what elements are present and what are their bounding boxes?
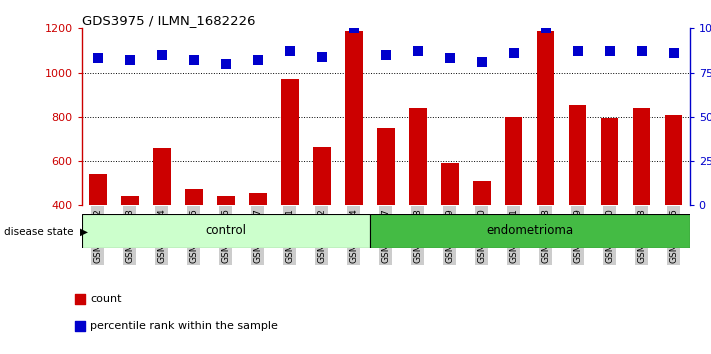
Point [380, 52, 391, 58]
Text: disease state  ▶: disease state ▶ [4, 227, 87, 237]
Point [540, 25, 552, 31]
Point [92, 56, 104, 61]
Bar [633, 108, 651, 294]
Point [284, 48, 296, 54]
Point [444, 56, 455, 61]
Bar [185, 189, 203, 294]
Point [476, 59, 487, 65]
Text: percentile rank within the sample: percentile rank within the sample [90, 321, 278, 331]
Bar [601, 118, 619, 294]
Bar [217, 196, 235, 294]
Bar [537, 30, 555, 294]
Point [156, 52, 168, 58]
Text: GDS3975 / ILMN_1682226: GDS3975 / ILMN_1682226 [82, 14, 255, 27]
Point [668, 50, 680, 56]
Point [124, 57, 135, 63]
Text: endometrioma: endometrioma [486, 224, 573, 238]
Point [604, 48, 616, 54]
Point [75, 323, 86, 329]
Point [348, 25, 359, 31]
Point [572, 48, 583, 54]
Bar [281, 79, 299, 294]
Bar [153, 148, 171, 294]
Point [220, 61, 232, 67]
Point [75, 296, 86, 302]
Point [316, 54, 327, 59]
Bar [370, 214, 690, 248]
Bar [665, 115, 683, 294]
Bar [345, 30, 363, 294]
Bar [82, 214, 370, 248]
Text: control: control [205, 224, 246, 238]
Bar [249, 193, 267, 294]
Bar [505, 117, 523, 294]
Point [508, 50, 519, 56]
Bar [569, 105, 587, 294]
Bar [313, 147, 331, 294]
Point [412, 48, 424, 54]
Point [252, 57, 264, 63]
Bar [473, 181, 491, 294]
Bar [377, 128, 395, 294]
Bar [441, 163, 459, 294]
Point [636, 48, 648, 54]
Point [188, 57, 199, 63]
Text: count: count [90, 294, 122, 304]
Bar [89, 175, 107, 294]
Bar [409, 108, 427, 294]
Bar [121, 196, 139, 294]
